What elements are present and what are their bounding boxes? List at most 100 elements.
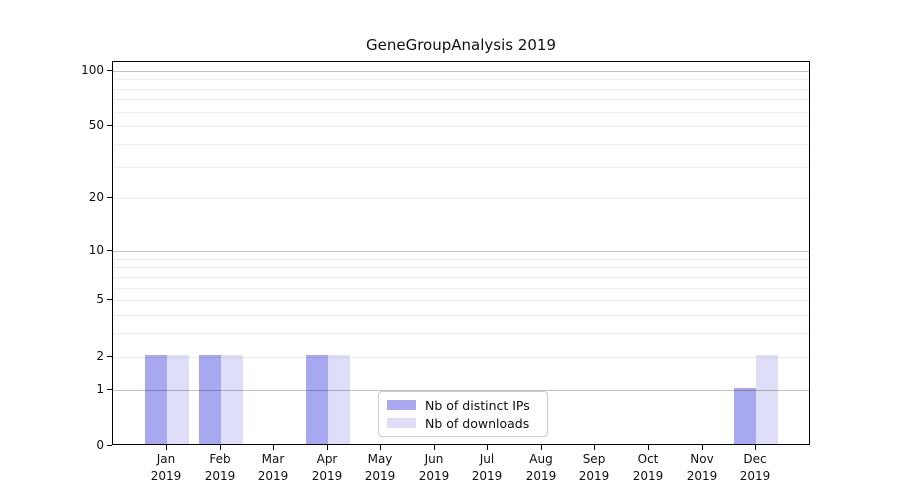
x-tick-label-mar-2019: Mar 2019 <box>243 451 303 485</box>
y-gridline-minor-8 <box>113 267 809 268</box>
x-tick-mark-jun-2019 <box>434 445 435 450</box>
chart-title: GeneGroupAnalysis 2019 <box>366 36 556 54</box>
bar-nb-of-downloads-apr-2019 <box>327 354 350 444</box>
x-tick-mark-dec-2019 <box>755 445 756 450</box>
y-gridline-major-1 <box>113 390 809 391</box>
x-tick-label-sep-2019: Sep 2019 <box>564 451 624 485</box>
legend-item-distinct-ips: Nb of distinct IPs <box>387 398 537 413</box>
y-gridline-minor-80 <box>113 89 809 90</box>
legend-label-distinct-ips: Nb of distinct IPs <box>425 397 530 413</box>
x-tick-label-jun-2019: Jun 2019 <box>404 451 464 485</box>
bar-nb-of-downloads-dec-2019 <box>756 354 779 444</box>
x-tick-mark-jan-2019 <box>166 445 167 450</box>
x-tick-label-line: 2019 <box>739 469 771 483</box>
x-tick-mark-nov-2019 <box>702 445 703 450</box>
y-tick-label-10: 10 <box>88 243 104 257</box>
x-tick-mark-aug-2019 <box>541 445 542 450</box>
y-tick-label-1: 1 <box>96 382 104 396</box>
y-gridline-minor-60 <box>113 112 809 113</box>
y-tick-label-5: 5 <box>96 292 104 306</box>
y-gridline-minor-3 <box>113 333 809 334</box>
x-tick-label-dec-2019: Dec 2019 <box>725 451 785 485</box>
x-tick-mark-sep-2019 <box>594 445 595 450</box>
legend-item-downloads: Nb of downloads <box>387 416 537 431</box>
plot-area <box>112 61 810 445</box>
legend-swatch-distinct-ips <box>387 400 416 410</box>
x-tick-label-line: 2019 <box>150 469 182 483</box>
x-tick-label-line: 2019 <box>632 469 664 483</box>
y-tick-mark-2 <box>107 356 112 357</box>
x-tick-label-line: Mar <box>261 452 285 466</box>
x-tick-label-line: 2019 <box>311 469 343 483</box>
y-tick-mark-1 <box>107 389 112 390</box>
x-tick-mark-may-2019 <box>380 445 381 450</box>
x-tick-label-line: 2019 <box>257 469 289 483</box>
x-tick-label-line: 2019 <box>418 469 450 483</box>
y-tick-mark-5 <box>107 299 112 300</box>
y-tick-label-0: 0 <box>96 438 104 452</box>
y-gridline-minor-4 <box>113 315 809 316</box>
y-tick-mark-0 <box>107 445 112 446</box>
x-tick-mark-jul-2019 <box>487 445 488 450</box>
y-gridline-minor-6 <box>113 288 809 289</box>
x-tick-label-line: Dec <box>743 452 767 466</box>
y-gridline-minor-20 <box>113 198 809 199</box>
x-tick-label-feb-2019: Feb 2019 <box>190 451 250 485</box>
x-tick-label-line: 2019 <box>686 469 718 483</box>
x-tick-label-line: Nov <box>690 452 714 466</box>
y-gridline-major-10 <box>113 251 809 252</box>
y-gridline-minor-40 <box>113 144 809 145</box>
x-tick-mark-mar-2019 <box>273 445 274 450</box>
x-tick-label-line: 2019 <box>364 469 396 483</box>
x-tick-label-line: May <box>367 452 393 466</box>
legend-swatch-downloads <box>387 418 416 428</box>
x-tick-mark-oct-2019 <box>648 445 649 450</box>
x-tick-label-line: 2019 <box>525 469 557 483</box>
y-tick-mark-100 <box>107 70 112 71</box>
x-tick-label-line: Aug <box>529 452 553 466</box>
bar-nb-of-distinct-ips-dec-2019 <box>734 387 757 444</box>
bar-nb-of-distinct-ips-apr-2019 <box>305 354 328 444</box>
y-gridline-minor-50 <box>113 126 809 127</box>
y-gridline-major-100 <box>113 71 809 72</box>
legend-label-downloads: Nb of downloads <box>425 415 530 431</box>
x-tick-label-line: Feb <box>209 452 231 466</box>
x-tick-label-line: Jan <box>156 452 176 466</box>
x-tick-label-line: Apr <box>316 452 338 466</box>
bar-nb-of-distinct-ips-feb-2019 <box>198 354 221 444</box>
y-gridline-minor-70 <box>113 99 809 100</box>
x-tick-mark-feb-2019 <box>220 445 221 450</box>
y-gridline-minor-30 <box>113 167 809 168</box>
y-tick-label-100: 100 <box>81 63 104 77</box>
y-gridline-minor-5 <box>113 300 809 301</box>
x-tick-label-line: Sep <box>582 452 606 466</box>
y-gridline-minor-7 <box>113 277 809 278</box>
x-tick-label-may-2019: May 2019 <box>350 451 410 485</box>
x-tick-label-line: Jun <box>424 452 444 466</box>
y-gridline-minor-90 <box>113 79 809 80</box>
x-tick-label-line: Jul <box>479 452 495 466</box>
bar-nb-of-downloads-feb-2019 <box>220 354 243 444</box>
y-tick-mark-10 <box>107 250 112 251</box>
bar-nb-of-distinct-ips-jan-2019 <box>145 354 167 444</box>
y-tick-mark-50 <box>107 125 112 126</box>
x-tick-label-line: 2019 <box>578 469 610 483</box>
x-tick-label-line: 2019 <box>471 469 503 483</box>
y-tick-label-20: 20 <box>88 190 104 204</box>
x-tick-mark-apr-2019 <box>327 445 328 450</box>
y-gridline-minor-9 <box>113 259 809 260</box>
x-tick-label-line: 2019 <box>204 469 236 483</box>
bar-nb-of-downloads-jan-2019 <box>167 354 189 444</box>
x-tick-label-aug-2019: Aug 2019 <box>511 451 571 485</box>
x-tick-label-line: Oct <box>637 452 659 466</box>
legend: Nb of distinct IPs Nb of downloads <box>378 391 548 437</box>
y-tick-mark-20 <box>107 197 112 198</box>
y-tick-label-50: 50 <box>88 118 104 132</box>
x-tick-label-jan-2019: Jan 2019 <box>136 451 196 485</box>
y-gridline-minor-2 <box>113 357 809 358</box>
x-tick-label-jul-2019: Jul 2019 <box>457 451 517 485</box>
x-tick-label-oct-2019: Oct 2019 <box>618 451 678 485</box>
x-tick-label-nov-2019: Nov 2019 <box>672 451 732 485</box>
x-tick-label-apr-2019: Apr 2019 <box>297 451 357 485</box>
